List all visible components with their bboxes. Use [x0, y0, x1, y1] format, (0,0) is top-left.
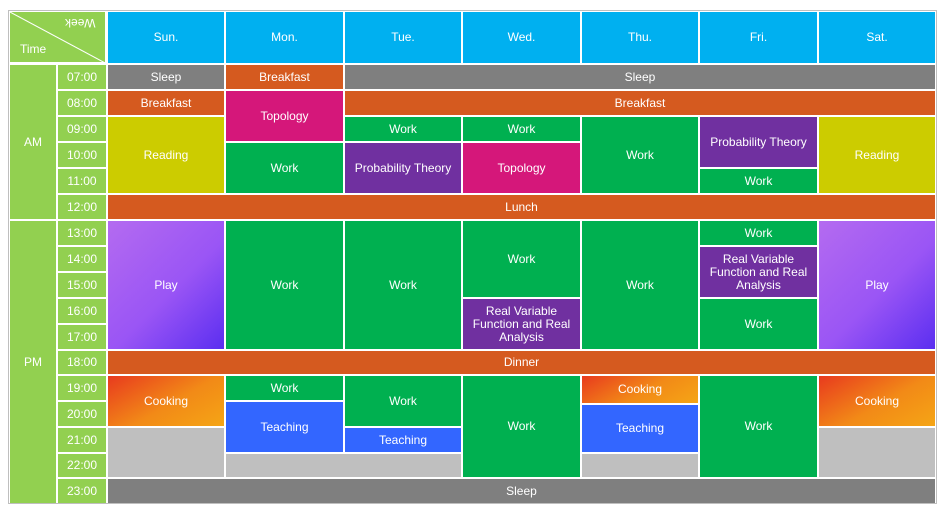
time-label-0800: 08:00: [57, 90, 107, 116]
event-mon-tue-free: [225, 453, 462, 478]
event-wed-work-eve[interactable]: Work: [462, 375, 581, 478]
day-header-fri: Fri.: [699, 11, 818, 64]
event-mon-breakfast[interactable]: Breakfast: [225, 64, 344, 90]
day-header-thu: Thu.: [581, 11, 699, 64]
event-fri-probability-theory[interactable]: Probability Theory: [699, 116, 818, 168]
period-pm: PM: [9, 220, 57, 504]
day-header-sun: Sun.: [107, 11, 225, 64]
event-tue-sat-breakfast[interactable]: Breakfast: [344, 90, 936, 116]
day-header-mon: Mon.: [225, 11, 344, 64]
time-label-1100: 11:00: [57, 168, 107, 194]
event-fri-work-pm-1[interactable]: Work: [699, 220, 818, 246]
event-sat-free: [818, 427, 936, 478]
event-thu-work-am[interactable]: Work: [581, 116, 699, 194]
day-header-wed: Wed.: [462, 11, 581, 64]
time-label: Time: [20, 42, 47, 56]
event-mon-topology[interactable]: Topology: [225, 90, 344, 142]
event-tue-work-eve[interactable]: Work: [344, 375, 462, 427]
time-label-2200: 22:00: [57, 453, 107, 478]
event-tue-sat-sleep[interactable]: Sleep: [344, 64, 936, 90]
day-header-tue: Tue.: [344, 11, 462, 64]
event-sun-free: [107, 427, 225, 478]
time-label-1000: 10:00: [57, 142, 107, 168]
event-sun-play[interactable]: Play: [107, 220, 225, 350]
event-thu-work-pm[interactable]: Work: [581, 220, 699, 350]
event-wed-work-pm[interactable]: Work: [462, 220, 581, 298]
event-sun-cooking[interactable]: Cooking: [107, 375, 225, 427]
event-wed-topology[interactable]: Topology: [462, 142, 581, 194]
time-label-0900: 09:00: [57, 116, 107, 142]
time-label-0700: 07:00: [57, 64, 107, 90]
event-fri-work-pm-2[interactable]: Work: [699, 298, 818, 350]
event-thu-free: [581, 453, 699, 478]
week-label: Week: [64, 16, 95, 30]
event-sat-play[interactable]: Play: [818, 220, 936, 350]
time-label-1600: 16:00: [57, 298, 107, 324]
corner-header: Week Time: [9, 11, 107, 64]
event-wed-real-variable[interactable]: Real Variable Function and Real Analysis: [462, 298, 581, 350]
period-am: AM: [9, 64, 57, 220]
event-sat-reading[interactable]: Reading: [818, 116, 936, 194]
time-label-1800: 18:00: [57, 350, 107, 375]
event-tue-work-am[interactable]: Work: [344, 116, 462, 142]
day-header-sat: Sat.: [818, 11, 936, 64]
event-fri-work-am[interactable]: Work: [699, 168, 818, 194]
time-label-2100: 21:00: [57, 427, 107, 453]
event-thu-teaching[interactable]: Teaching: [581, 404, 699, 453]
time-label-1200: 12:00: [57, 194, 107, 220]
time-label-1500: 15:00: [57, 272, 107, 298]
time-label-1900: 19:00: [57, 375, 107, 401]
event-mon-work-eve[interactable]: Work: [225, 375, 344, 401]
event-tue-probability-theory[interactable]: Probability Theory: [344, 142, 462, 194]
event-dinner[interactable]: Dinner: [107, 350, 936, 375]
event-sun-reading[interactable]: Reading: [107, 116, 225, 194]
event-night-sleep[interactable]: Sleep: [107, 478, 936, 504]
event-sun-breakfast[interactable]: Breakfast: [107, 90, 225, 116]
event-mon-work-pm[interactable]: Work: [225, 220, 344, 350]
event-sun-sleep[interactable]: Sleep: [107, 64, 225, 90]
event-fri-work-eve[interactable]: Work: [699, 375, 818, 478]
time-label-1400: 14:00: [57, 246, 107, 272]
event-sat-cooking[interactable]: Cooking: [818, 375, 936, 427]
corner-diagonal-line: [10, 12, 107, 64]
event-tue-teaching[interactable]: Teaching: [344, 427, 462, 453]
event-thu-cooking[interactable]: Cooking: [581, 375, 699, 404]
time-label-2300: 23:00: [57, 478, 107, 504]
time-label-1700: 17:00: [57, 324, 107, 350]
time-label-2000: 20:00: [57, 401, 107, 427]
event-tue-work-pm[interactable]: Work: [344, 220, 462, 350]
event-wed-work-am[interactable]: Work: [462, 116, 581, 142]
time-label-1300: 13:00: [57, 220, 107, 246]
event-lunch[interactable]: Lunch: [107, 194, 936, 220]
event-mon-work-am[interactable]: Work: [225, 142, 344, 194]
event-mon-teaching[interactable]: Teaching: [225, 401, 344, 453]
event-fri-real-variable[interactable]: Real Variable Function and Real Analysis: [699, 246, 818, 298]
